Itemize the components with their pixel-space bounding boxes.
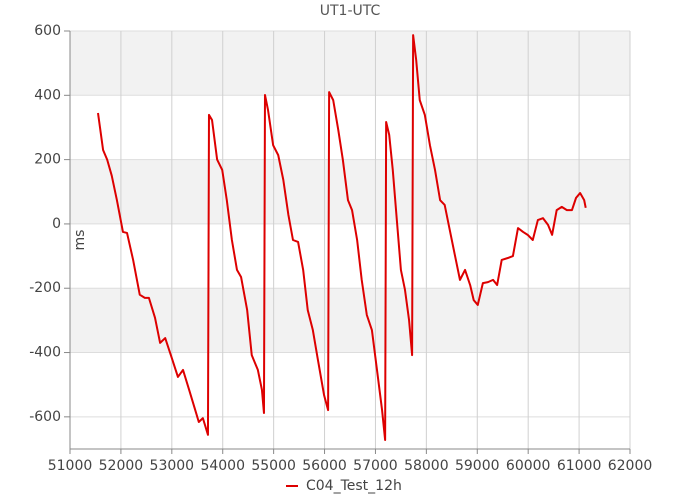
x-tick-label: 60000 xyxy=(506,458,551,474)
x-tick-label: 56000 xyxy=(302,458,347,474)
x-tick-label: 59000 xyxy=(455,458,500,474)
series-line xyxy=(97,34,587,441)
y-tick-label: -200 xyxy=(29,280,61,296)
legend-label: C04_Test_12h xyxy=(306,478,402,494)
x-tick-label: 62000 xyxy=(608,458,653,474)
chart-title: UT1-UTC xyxy=(320,3,381,19)
x-tick-label: 58000 xyxy=(404,458,449,474)
y-tick-label: -400 xyxy=(29,345,61,361)
grid-band xyxy=(70,31,630,96)
y-axis-label: ms xyxy=(72,230,88,251)
y-tick-label: 400 xyxy=(34,87,61,103)
grid-band xyxy=(70,159,630,224)
y-tick-label: 200 xyxy=(34,152,61,168)
x-tick-label: 57000 xyxy=(353,458,398,474)
x-tick-label: 52000 xyxy=(99,458,144,474)
x-tick-label: 51000 xyxy=(48,458,93,474)
y-tick-label: 0 xyxy=(52,216,61,232)
x-tick-label: 53000 xyxy=(150,458,195,474)
x-tick-label: 61000 xyxy=(557,458,602,474)
x-tick-label: 54000 xyxy=(200,458,245,474)
grid-band xyxy=(70,288,630,353)
x-tick-label: 55000 xyxy=(251,458,296,474)
y-tick-label: 600 xyxy=(34,23,61,39)
y-tick-label: -600 xyxy=(29,409,61,425)
